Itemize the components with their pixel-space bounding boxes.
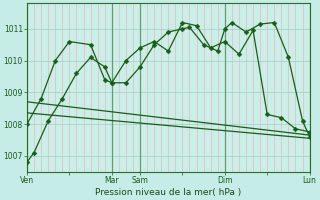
X-axis label: Pression niveau de la mer( hPa ): Pression niveau de la mer( hPa ) (95, 188, 241, 197)
